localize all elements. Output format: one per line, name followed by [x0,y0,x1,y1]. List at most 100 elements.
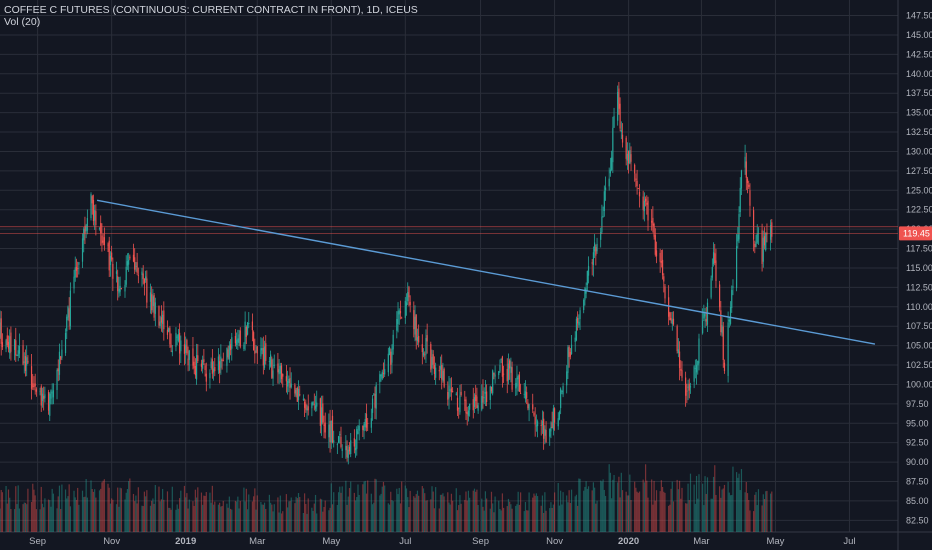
volume-bar [694,503,696,532]
candle-body [13,339,16,350]
volume-bar [740,469,743,532]
volume-bar [720,497,722,532]
volume-bar [205,492,207,532]
candle-body [183,344,186,354]
volume-bar [604,495,607,532]
volume-bar [494,496,496,532]
candle-body [255,351,257,353]
price-tick-label: 95.00 [906,418,929,428]
candle-body [732,286,734,288]
volume-bar [392,501,394,532]
candle-body [678,351,681,368]
candle-body [681,370,683,378]
symbol-title[interactable]: COFFEE C FUTURES (CONTINUOUS: CURRENT CO… [4,4,418,16]
candle-body [179,332,181,354]
volume-bar [574,496,576,532]
candle-body [34,383,36,387]
volume-bar [187,508,189,532]
candle-body [524,391,527,400]
candle-body [754,243,756,248]
volume-bar [399,503,402,532]
volume-bar [503,507,505,532]
volume-bar [170,509,172,532]
volume-bar [652,504,654,532]
candle-body [364,418,366,428]
candle-body [357,431,359,434]
volume-bar [432,491,434,532]
candle-body [220,356,222,368]
volume-bar [766,490,768,532]
price-tick-label: 127.50 [906,166,932,176]
candle-body [748,184,750,187]
price-axis[interactable]: 147.50 145.00 142.50 140.00 137.50 135.00 132.… [899,11,932,526]
time-tick-label: Nov [103,536,120,547]
volume-bar [117,487,119,532]
candle-body [534,416,536,425]
candle-body [316,402,318,407]
volume-bar [229,508,232,532]
volume-bar [413,496,415,532]
candle-body [433,365,436,375]
candle-body [519,393,522,394]
volume-bar [561,504,563,532]
volume-bar [367,480,369,532]
candle-body [669,312,671,320]
candle-body [663,276,665,282]
volume-bar [562,492,564,532]
price-tick-label: 122.50 [906,205,932,215]
candle-body [370,418,372,428]
volume-bar [506,506,508,532]
candle-body [416,337,419,342]
candle-body [654,235,656,255]
volume-bar [509,501,511,532]
candle-body [507,363,510,381]
volume-bar [761,505,763,532]
candle-body [545,430,547,442]
volume-bar [39,509,41,532]
candle-body [595,247,597,256]
volume-bar [204,495,206,532]
candle-body [659,252,661,262]
volume-bar [330,483,332,532]
candle-body [272,370,274,379]
volume-bar [78,504,80,532]
candle-body [558,411,561,420]
volume-bar [568,490,570,532]
candle-body [202,359,204,369]
candle-body [620,130,622,133]
candle-body [285,376,287,382]
volume-bar [320,499,323,532]
candle-body [498,371,500,376]
volume-bar [653,480,655,532]
time-axis[interactable]: Sep Nov 2019 Mar May Jul Sep Nov 2020 Mar May Jul [29,536,855,547]
candle-body [100,222,102,234]
candle-body [132,254,135,262]
volume-bar [273,504,275,532]
candle-body [472,399,474,411]
candle-body [557,418,559,427]
candle-body [458,407,460,409]
volume-bar [57,496,59,532]
volume-bar [552,504,554,532]
volume-bar [24,502,27,532]
volume-bar [660,480,662,532]
volume-bar [587,486,590,532]
candle-body [647,200,649,221]
volume-bar [680,498,682,532]
volume-bar [210,502,212,532]
candle-body [290,383,292,388]
volume-bar [81,490,84,532]
volume-bar [634,481,636,532]
volume-bar [5,485,7,532]
candle-body [379,374,381,382]
volume-bar [482,506,484,532]
volume-indicator-label[interactable]: Vol (20) [4,16,41,28]
candle-body [728,319,730,322]
candle-body [7,341,10,349]
candle-body [609,169,611,174]
candle-body [481,396,483,410]
volume-bar [16,504,18,532]
candle-body [256,346,258,354]
candle-body [612,127,614,163]
